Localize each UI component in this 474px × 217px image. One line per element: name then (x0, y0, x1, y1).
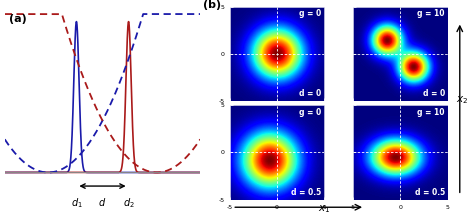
Text: (a): (a) (9, 14, 27, 24)
Text: d = 0: d = 0 (423, 89, 445, 98)
Text: $d$: $d$ (99, 196, 107, 208)
Text: (b): (b) (203, 0, 221, 10)
Text: g = 10: g = 10 (418, 108, 445, 117)
Text: $d_2$: $d_2$ (123, 196, 135, 210)
Text: $x_1$: $x_1$ (319, 203, 331, 215)
Text: $d_1$: $d_1$ (71, 196, 82, 210)
Text: g = 0: g = 0 (299, 108, 321, 117)
Text: $x_2$: $x_2$ (456, 94, 468, 106)
Text: d = 0.5: d = 0.5 (415, 188, 445, 197)
Text: d = 0.5: d = 0.5 (292, 188, 321, 197)
Text: d = 0: d = 0 (299, 89, 321, 98)
Text: g = 0: g = 0 (299, 9, 321, 18)
Text: g = 10: g = 10 (418, 9, 445, 18)
